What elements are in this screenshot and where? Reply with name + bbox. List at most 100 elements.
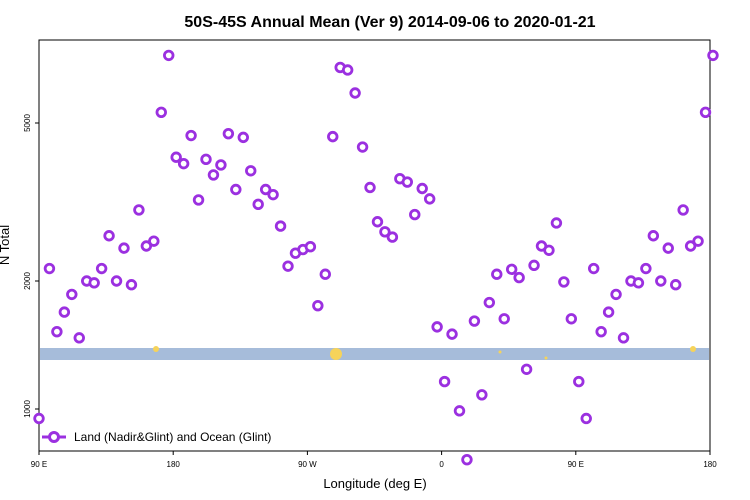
data-point [707, 49, 719, 62]
data-point [43, 262, 56, 275]
data-point [498, 313, 510, 325]
data-point [267, 188, 279, 201]
data-point [670, 279, 682, 291]
data-point [483, 296, 496, 309]
data-point [386, 231, 399, 243]
highlight-patch [498, 350, 502, 354]
data-point [610, 288, 622, 301]
x-tick-label: 0 [439, 460, 444, 469]
data-point [431, 321, 443, 333]
data-point [699, 106, 712, 119]
plot-frame [38, 39, 711, 452]
data-point [692, 235, 704, 247]
data-point [662, 242, 674, 254]
data-point [237, 131, 249, 144]
data-point [528, 259, 540, 272]
data-point [461, 453, 473, 466]
highlight-patch [330, 348, 342, 360]
data-point [371, 216, 384, 228]
y-axis-label: N Total [0, 225, 12, 265]
data-point [423, 193, 436, 205]
x-tick-label: 180 [167, 460, 181, 469]
data-point [513, 271, 525, 284]
data-point [364, 181, 376, 194]
data-point [200, 153, 212, 166]
data-point [222, 127, 235, 140]
x-tick-label: 90 E [31, 460, 47, 469]
data-point [58, 306, 71, 318]
data-point [133, 204, 145, 216]
data-point [88, 277, 100, 289]
data-point [647, 230, 660, 242]
y-tick-label: 1000 [23, 400, 32, 418]
data-point [349, 87, 361, 99]
data-point [327, 130, 339, 143]
data-point [304, 241, 317, 253]
data-point [640, 262, 652, 275]
data-point [274, 220, 287, 232]
x-tick-label: 90 W [298, 460, 317, 469]
data-point [110, 275, 123, 287]
data-point [416, 182, 428, 195]
data-point [319, 268, 331, 280]
data-point [573, 375, 585, 388]
data-point [125, 279, 138, 291]
data-point [446, 328, 458, 340]
data-point [230, 183, 242, 196]
x-tick-label: 90 E [568, 460, 584, 469]
data-point [476, 389, 488, 401]
y-tick-label: 2000 [23, 272, 32, 290]
data-point [655, 275, 667, 287]
data-point [312, 299, 324, 312]
x-axis-label: Longitude (deg E) [323, 476, 426, 491]
data-point [602, 306, 615, 318]
data-point [632, 277, 645, 289]
data-point [550, 217, 563, 229]
data-point [215, 159, 227, 171]
data-point [177, 157, 190, 170]
highlight-patch [544, 356, 548, 360]
data-point [33, 412, 45, 425]
data-point [684, 240, 697, 252]
ocean-band [40, 348, 709, 360]
data-point [282, 260, 294, 272]
data-point [163, 49, 175, 62]
highlight-patch [690, 346, 696, 352]
data-point [401, 176, 414, 188]
data-point [617, 332, 630, 344]
data-point [245, 165, 257, 177]
data-point [595, 325, 607, 338]
data-point [505, 263, 518, 276]
data-point [558, 276, 570, 288]
data-point [491, 268, 503, 280]
legend: Land (Nadir&Glint) and Ocean (Glint) [42, 430, 271, 444]
data-point [259, 183, 272, 196]
data-point [103, 230, 115, 242]
data-point [140, 240, 153, 252]
data-point [73, 332, 85, 344]
data-point [95, 262, 108, 275]
data-point [155, 106, 167, 119]
data-point [252, 198, 264, 211]
data-point [51, 325, 63, 338]
data-point [379, 226, 391, 238]
data-point [185, 129, 197, 142]
legend-label: Land (Nadir&Glint) and Ocean (Glint) [74, 430, 271, 444]
data-point [148, 235, 160, 247]
data-point [341, 64, 354, 76]
data-point [409, 208, 421, 221]
data-point [438, 375, 451, 388]
data-point [468, 315, 481, 327]
y-tick-label: 5000 [23, 114, 32, 132]
data-point [580, 412, 592, 425]
plot-area: 90 E 180 90 W 0 90 E 180 1000 2000 5000 [23, 39, 719, 469]
data-point [356, 141, 369, 153]
data-point [170, 151, 182, 163]
legend-marker [48, 431, 60, 443]
chart-title: 50S-45S Annual Mean (Ver 9) 2014-09-06 t… [184, 14, 595, 31]
x-tick-label: 180 [703, 460, 717, 469]
data-point [565, 313, 578, 325]
data-point [453, 405, 466, 417]
data-point [520, 363, 533, 375]
